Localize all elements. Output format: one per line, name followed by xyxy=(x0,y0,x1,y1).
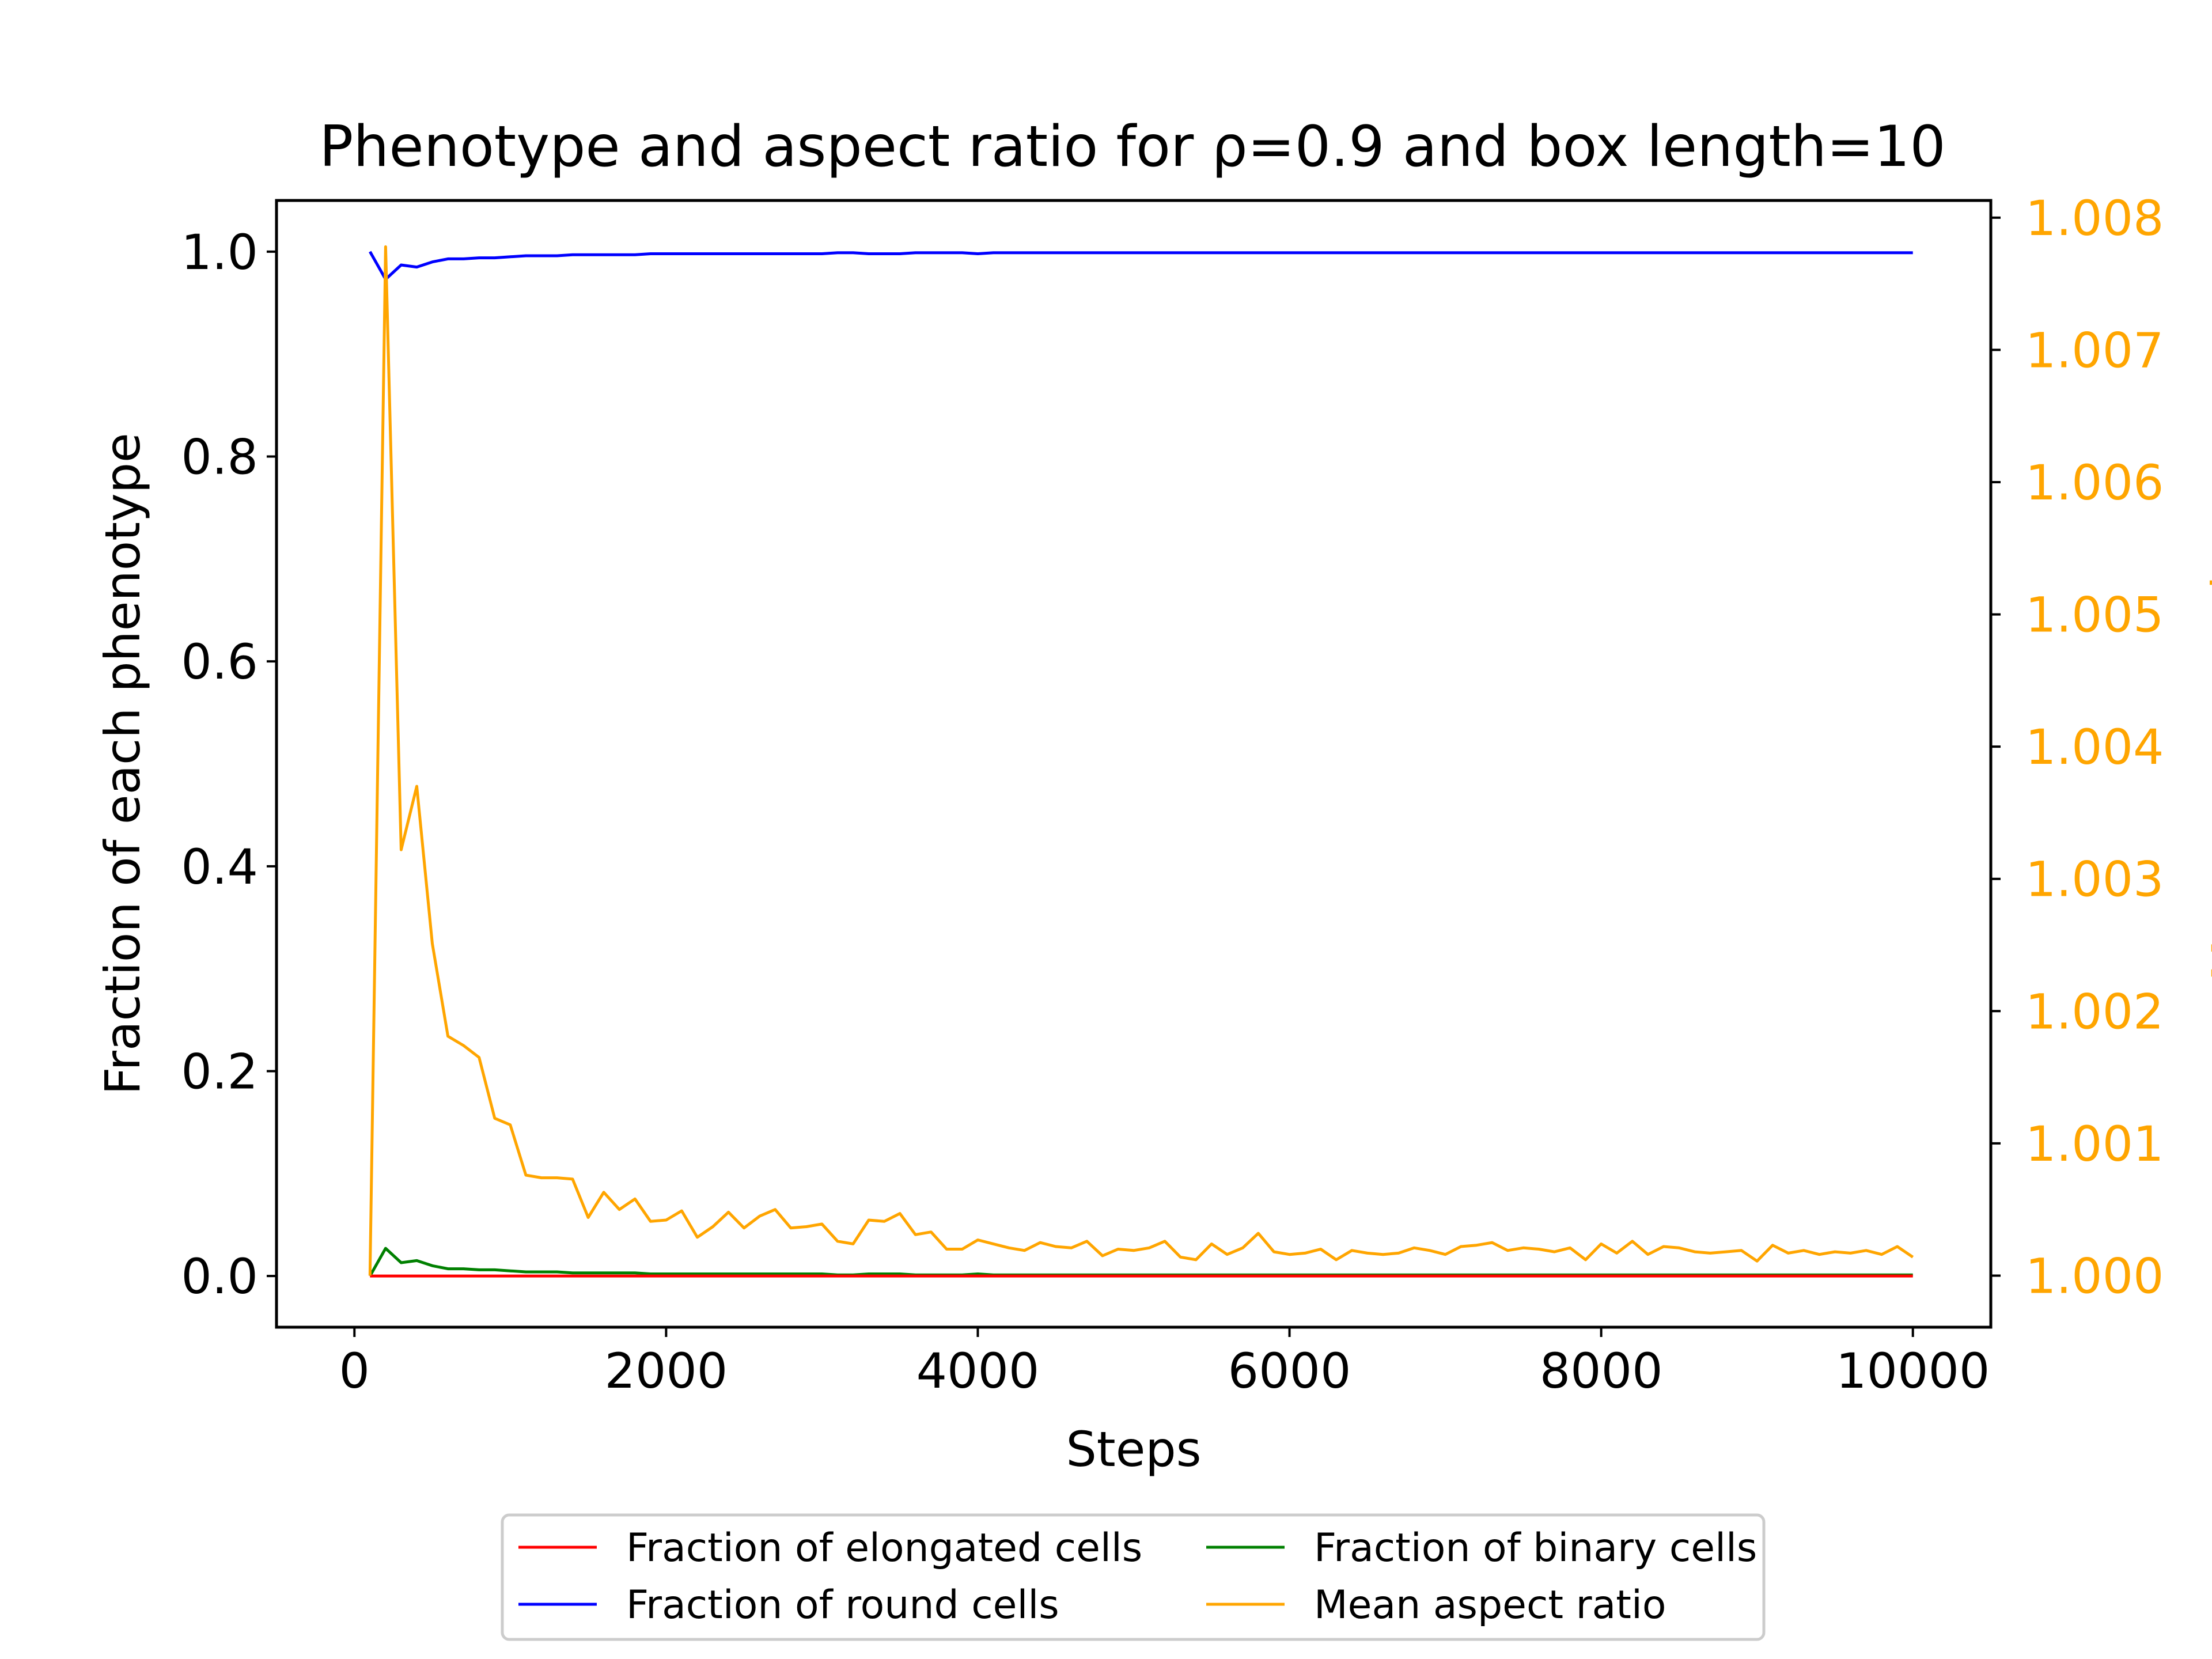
x-tick-label: 6000 xyxy=(1228,1343,1351,1399)
legend-label: Fraction of elongated cells xyxy=(626,1525,1142,1571)
x-axis-label: Steps xyxy=(1066,1421,1201,1478)
x-tick-label: 2000 xyxy=(604,1343,728,1399)
y-tick-label: 0.2 xyxy=(181,1043,258,1100)
y2-tick-label: 1.006 xyxy=(2025,454,2164,511)
legend-label: Fraction of binary cells xyxy=(1314,1525,1757,1571)
x-tick-label: 10000 xyxy=(1836,1343,1990,1399)
y-tick-label: 0.6 xyxy=(181,634,258,690)
legend-frame xyxy=(501,1513,1766,1641)
y-axis-right: 1.000 1.001 1.002 1.003 1.004 1.005 1.006 1.007… xyxy=(1991,190,2164,1304)
y2-tick-label: 1.005 xyxy=(2025,587,2164,643)
x-axis: 0 2000 4000 6000 8000 10000 xyxy=(339,1327,1990,1399)
y2-tick-label: 1.002 xyxy=(2025,983,2164,1040)
y-axis-label: Fraction of each phenotype xyxy=(94,433,151,1094)
x-tick-label: 4000 xyxy=(916,1343,1040,1399)
legend: Fraction of elongated cells Fraction of r… xyxy=(501,1513,1766,1641)
y2-tick-label: 1.007 xyxy=(2025,322,2164,378)
y2-axis-label: Mean aspect ratio xyxy=(2202,546,2212,981)
y-axis-left: 0.0 0.2 0.4 0.6 0.8 1.0 xyxy=(181,224,276,1305)
series-line-mean-aspect-ratio xyxy=(368,245,1914,1276)
plot-frame xyxy=(275,199,1993,1329)
x-tick-label: 8000 xyxy=(1540,1343,1663,1399)
series-layer xyxy=(368,245,1914,1278)
x-tick-label: 0 xyxy=(339,1343,370,1399)
y2-tick-label: 1.001 xyxy=(2025,1116,2164,1172)
y2-tick-label: 1.008 xyxy=(2025,190,2164,247)
legend-label: Fraction of round cells xyxy=(626,1582,1059,1628)
legend-label: Mean aspect ratio xyxy=(1314,1582,1666,1628)
y2-tick-label: 1.004 xyxy=(2025,719,2164,775)
y2-tick-label: 1.003 xyxy=(2025,851,2164,908)
y2-tick-label: 1.000 xyxy=(2025,1248,2164,1304)
y-tick-label: 0.4 xyxy=(181,839,258,895)
y-tick-label: 0.0 xyxy=(181,1248,258,1305)
y-tick-label: 0.8 xyxy=(181,429,258,486)
chart-title: Phenotype and aspect ratio for ρ=0.9 and… xyxy=(319,114,1946,180)
series-line-fraction-of-round-cells xyxy=(369,251,1913,281)
y-tick-label: 1.0 xyxy=(181,224,258,281)
